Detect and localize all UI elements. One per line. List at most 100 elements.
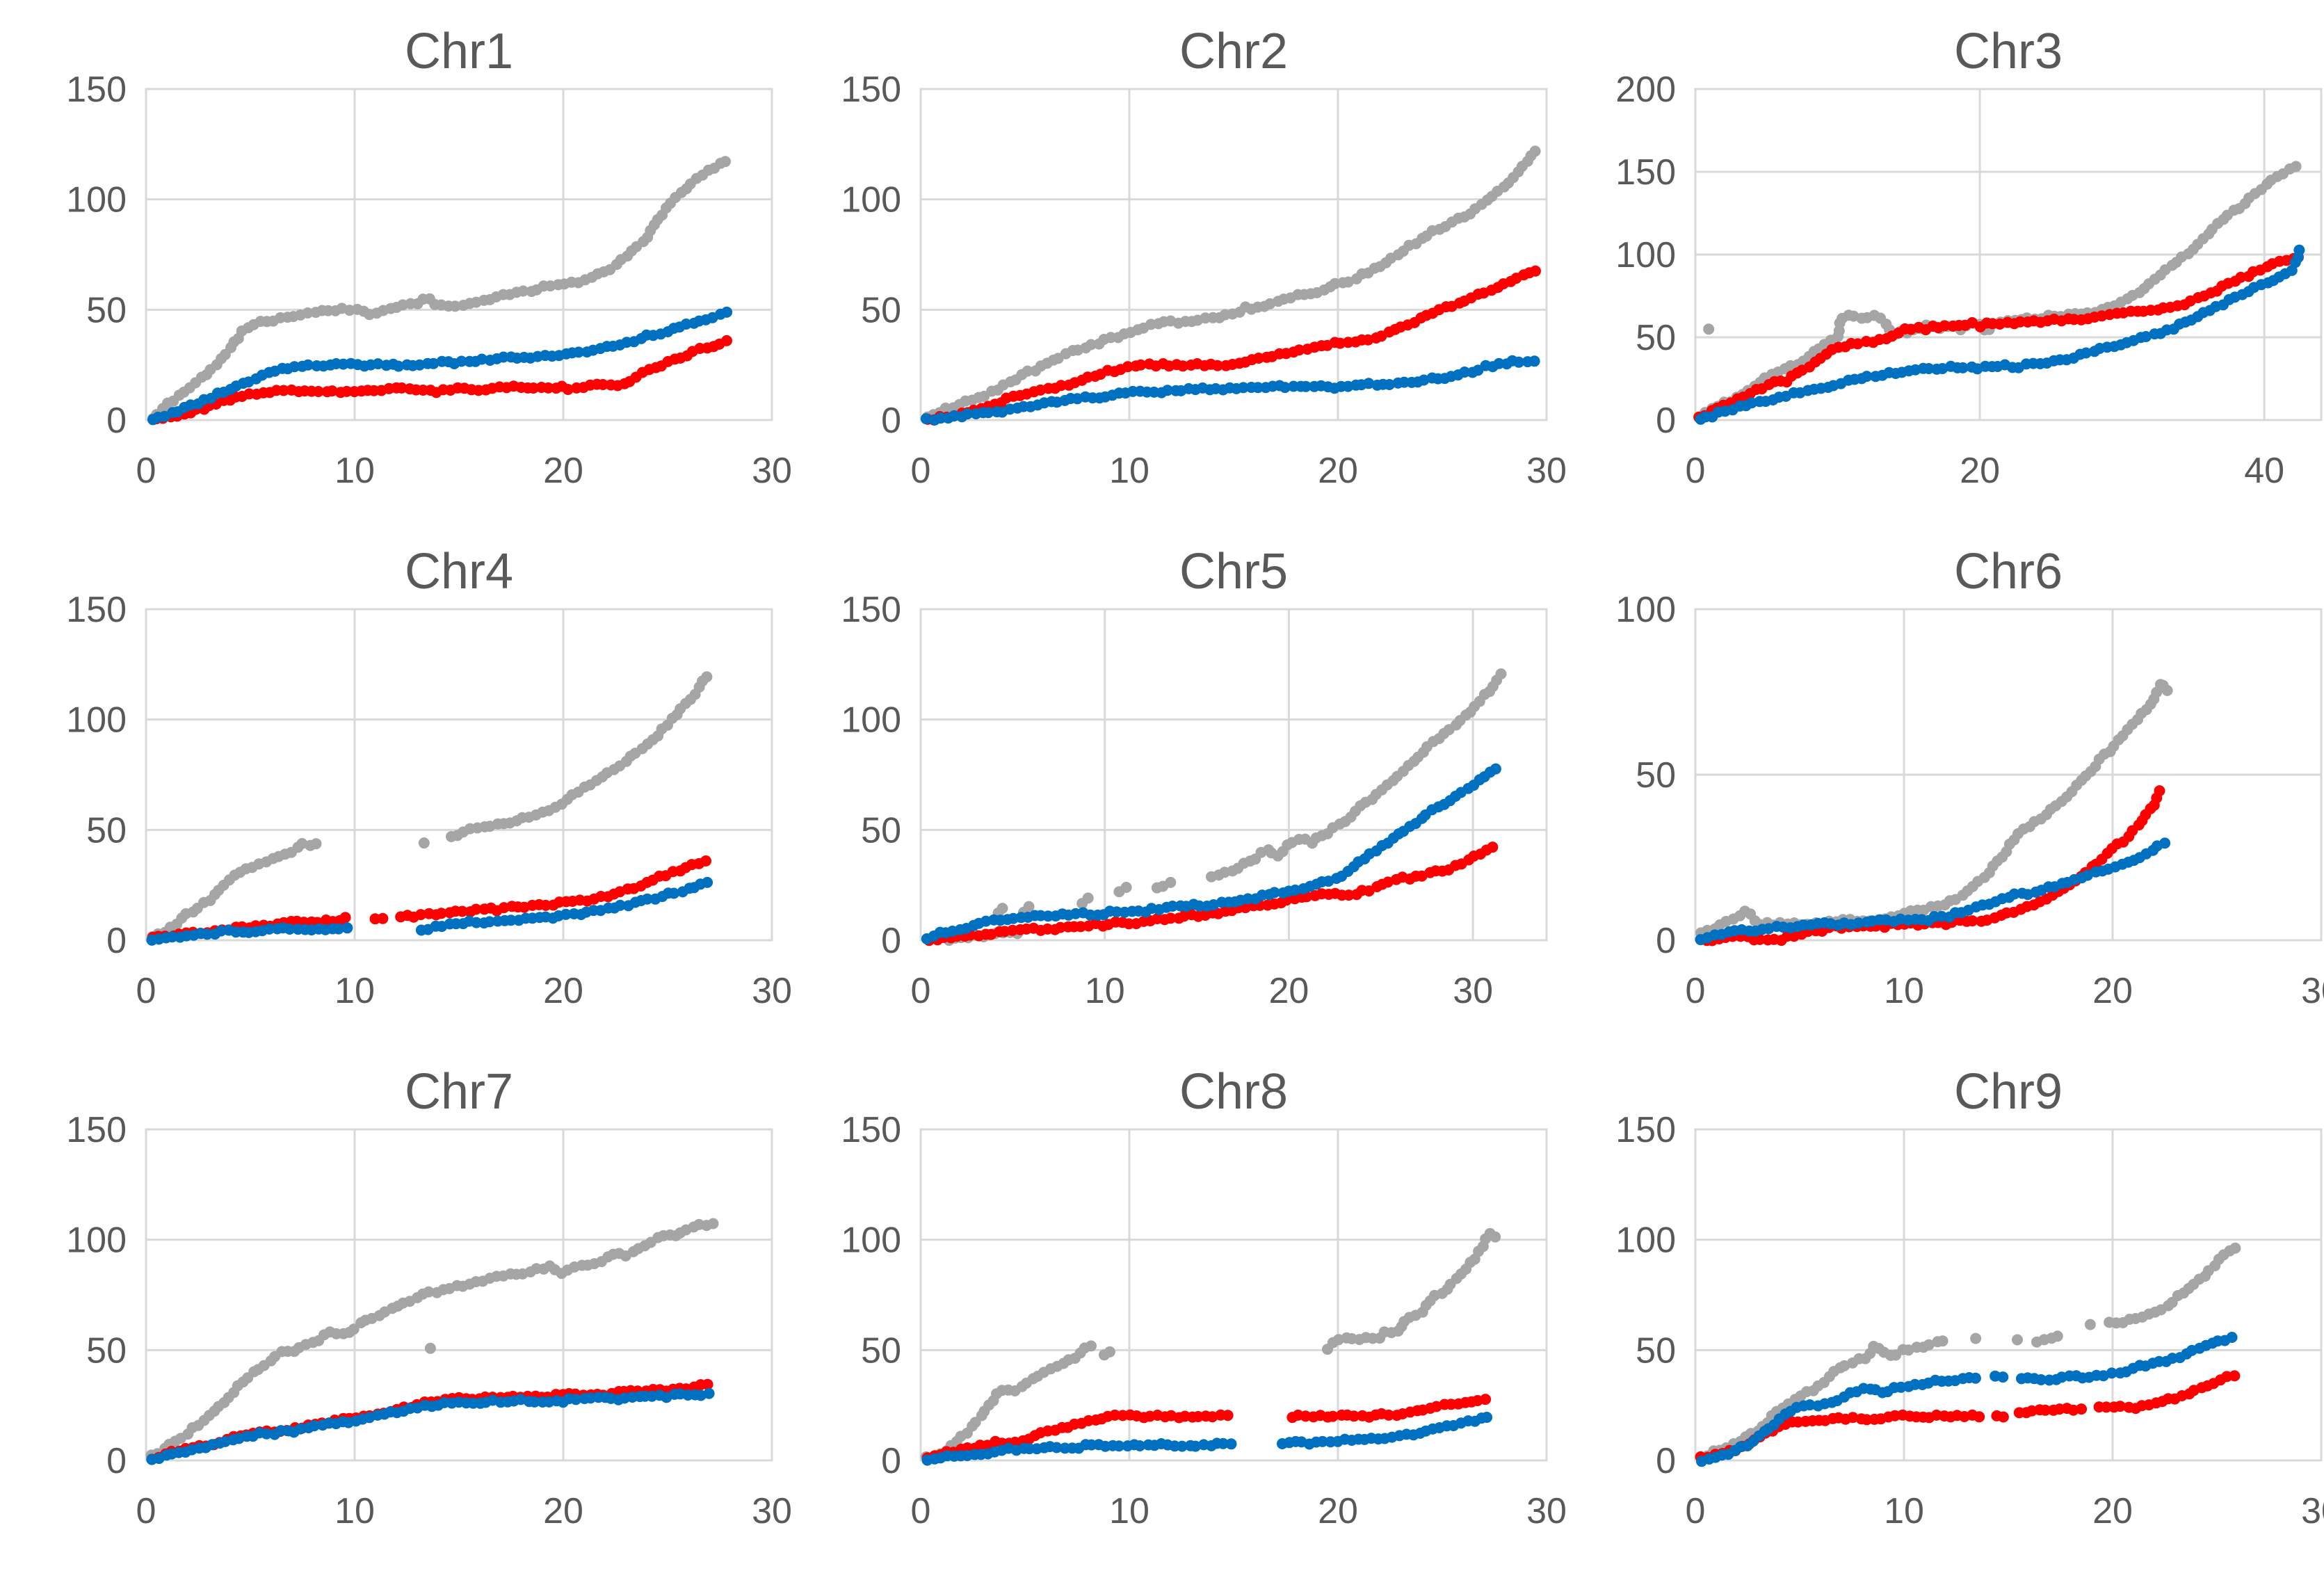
x-tick-label: 30 (2301, 1491, 2324, 1531)
chart-chr5: Chr5 0 50 100 150 0 10 20 30 (841, 544, 1548, 1011)
series-blue-dots (1695, 837, 2171, 946)
y-tick-label: 50 (1636, 318, 1676, 358)
x-tick-label: 0 (1686, 1491, 1706, 1531)
x-tick-label: 20 (543, 451, 583, 491)
series-gray-dots (146, 671, 713, 943)
series-red-dots (921, 1394, 1492, 1464)
x-tick-label: 20 (543, 971, 583, 1011)
x-tick-label: 30 (752, 1491, 792, 1531)
x-tick-label: 0 (911, 1491, 931, 1531)
chart-cell-chr9: Chr9 0 50 100 150 0 10 20 30 (1577, 1052, 2324, 1571)
plot-border (919, 608, 1548, 942)
x-tick-label: 10 (334, 451, 375, 491)
chart-chr8: Chr8 0 50 100 150 0 10 20 30 (841, 1064, 1567, 1531)
x-tick-label: 10 (1085, 971, 1125, 1011)
series-blue-dots (1696, 1332, 2238, 1467)
chart-cell-chr5: Chr5 0 50 100 150 0 10 20 30 (802, 531, 1577, 1051)
x-tick-label: 20 (1960, 451, 2000, 491)
chart-cell-chr8: Chr8 0 50 100 150 0 10 20 30 (802, 1052, 1577, 1571)
x-tick-label: 30 (1453, 971, 1493, 1011)
x-tick-label: 0 (136, 451, 156, 491)
x-tick-label: 0 (1686, 451, 1706, 491)
chart-title: Chr3 (1954, 24, 2063, 79)
series-gray-dots (1697, 1242, 2241, 1463)
series-blue-dots (146, 1387, 715, 1465)
gridlines (146, 1128, 773, 1460)
y-tick-label: 150 (66, 70, 127, 110)
chart-title: Chr4 (405, 544, 513, 599)
chart-title: Chr7 (405, 1064, 513, 1120)
y-tick-label: 150 (66, 1110, 127, 1150)
series-gray-dots (1695, 679, 2173, 939)
chart-cell-chr1: Chr1 0 50 100 150 0 10 20 30 (28, 11, 802, 531)
y-tick-label: 100 (841, 700, 901, 741)
series-gray-dots (147, 156, 731, 424)
gridlines (921, 88, 1548, 420)
series-red-dots (150, 335, 732, 425)
chart-cell-chr7: Chr7 0 50 100 150 0 10 20 30 (28, 1052, 802, 1571)
plot-border (1694, 608, 2323, 942)
gridlines (921, 608, 1547, 940)
y-tick-label: 50 (1636, 755, 1676, 796)
x-tick-label: 20 (2092, 1491, 2133, 1531)
gridlines (146, 88, 773, 420)
y-tick-label: 150 (1615, 152, 1676, 193)
y-tick-label: 100 (1615, 1220, 1676, 1261)
y-tick-label: 50 (86, 1330, 127, 1371)
y-tick-label: 0 (106, 921, 127, 961)
y-tick-label: 150 (841, 70, 901, 110)
plot-border (1694, 88, 2323, 421)
series-gray-dots (921, 145, 1541, 423)
y-tick-label: 0 (1656, 921, 1676, 961)
chart-chr7: Chr7 0 50 100 150 0 10 20 30 (66, 1064, 792, 1531)
chart-cell-chr3: Chr3 0 50 100 150 200 0 20 40 (1577, 11, 2324, 531)
chart-chr4: Chr4 0 50 100 150 0 10 20 30 (66, 544, 792, 1011)
x-tick-label: 0 (136, 971, 156, 1011)
chart-title: Chr1 (405, 24, 513, 79)
y-tick-label: 0 (1656, 401, 1676, 441)
y-tick-label: 50 (861, 290, 901, 330)
chart-chr3: Chr3 0 50 100 150 200 0 20 40 (1615, 24, 2323, 491)
x-tick-label: 30 (1526, 1491, 1567, 1531)
chart-cell-chr4: Chr4 0 50 100 150 0 10 20 30 (28, 531, 802, 1051)
x-tick-label: 20 (1318, 1491, 1358, 1531)
chart-cell-chr6: Chr6 0 50 100 0 10 20 30 (1577, 531, 2324, 1051)
plot-border (919, 1128, 1548, 1462)
x-tick-label: 20 (1318, 451, 1358, 491)
y-tick-label: 100 (841, 180, 901, 220)
y-tick-label: 100 (1615, 590, 1676, 630)
x-tick-label: 10 (1109, 451, 1149, 491)
y-tick-label: 50 (861, 1330, 901, 1371)
x-tick-label: 20 (1268, 971, 1309, 1011)
x-tick-label: 40 (2244, 451, 2284, 491)
y-tick-label: 150 (841, 590, 901, 630)
x-tick-label: 30 (752, 451, 792, 491)
plot-border (145, 1128, 773, 1462)
series-blue-dots (921, 1412, 1493, 1466)
x-tick-label: 10 (1884, 971, 1924, 1011)
plot-border (145, 88, 773, 421)
chart-title: Chr5 (1179, 544, 1288, 599)
gridlines (1695, 608, 2323, 940)
y-tick-label: 150 (1615, 1110, 1676, 1150)
y-tick-label: 150 (66, 590, 127, 630)
chart-title: Chr9 (1954, 1064, 2063, 1120)
series-gray-dots (145, 1218, 719, 1461)
y-tick-label: 0 (106, 401, 127, 441)
y-tick-label: 0 (106, 1441, 127, 1481)
y-tick-label: 50 (86, 810, 127, 851)
series-blue-dots (920, 355, 1540, 426)
chart-chr9: Chr9 0 50 100 150 0 10 20 30 (1615, 1064, 2324, 1531)
y-tick-label: 0 (881, 401, 901, 441)
y-tick-label: 150 (841, 1110, 901, 1150)
series-blue-dots (146, 876, 713, 946)
x-tick-label: 20 (2092, 971, 2133, 1011)
y-tick-label: 100 (841, 1220, 901, 1261)
x-tick-label: 20 (543, 1491, 583, 1531)
chart-title: Chr6 (1954, 544, 2063, 599)
series-blue-dots (1695, 244, 2305, 425)
x-tick-label: 30 (752, 971, 792, 1011)
y-tick-label: 100 (66, 180, 127, 220)
gridlines (921, 1128, 1548, 1460)
